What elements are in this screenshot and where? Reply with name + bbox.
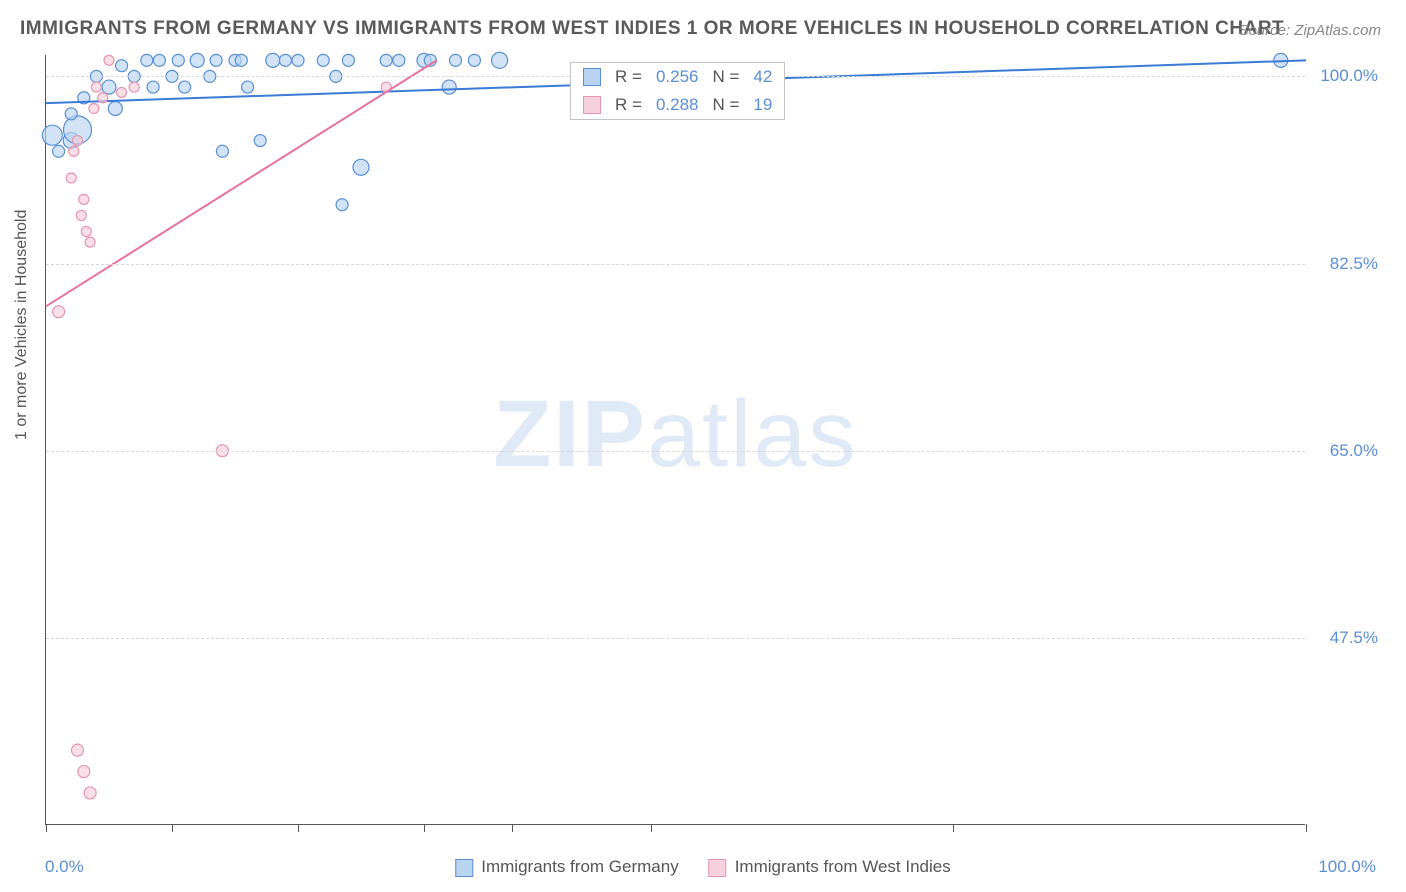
data-point-west-indies bbox=[81, 226, 91, 236]
data-point-west-indies bbox=[76, 210, 86, 220]
data-point-germany bbox=[393, 54, 405, 66]
gridline bbox=[46, 264, 1305, 265]
x-tick bbox=[1306, 824, 1307, 832]
data-point-germany bbox=[353, 159, 369, 175]
legend-item-germany: Immigrants from Germany bbox=[455, 857, 678, 877]
r-label: R = bbox=[615, 67, 642, 87]
n-label: N = bbox=[712, 95, 739, 115]
data-point-west-indies bbox=[84, 787, 96, 799]
legend-swatch-west-indies bbox=[709, 859, 727, 877]
n-value-west-indies: 19 bbox=[753, 95, 772, 115]
chart-title: IMMIGRANTS FROM GERMANY VS IMMIGRANTS FR… bbox=[20, 18, 1284, 40]
plot-area: ZIPatlas bbox=[45, 55, 1305, 825]
data-point-germany bbox=[450, 54, 462, 66]
data-point-germany bbox=[492, 52, 508, 68]
data-point-germany bbox=[179, 81, 191, 93]
gridline bbox=[46, 451, 1305, 452]
y-tick-label: 82.5% bbox=[1330, 254, 1378, 274]
data-point-west-indies bbox=[89, 103, 99, 113]
data-point-germany bbox=[172, 54, 184, 66]
data-point-west-indies bbox=[129, 82, 139, 92]
data-point-germany bbox=[153, 54, 165, 66]
x-min-label: 0.0% bbox=[45, 857, 84, 877]
x-tick bbox=[953, 824, 954, 832]
data-point-west-indies bbox=[53, 306, 65, 318]
data-point-west-indies bbox=[98, 93, 108, 103]
legend-item-west-indies: Immigrants from West Indies bbox=[709, 857, 951, 877]
data-point-germany bbox=[116, 60, 128, 72]
corr-swatch-germany bbox=[583, 68, 601, 86]
data-point-west-indies bbox=[85, 237, 95, 247]
x-tick bbox=[651, 824, 652, 832]
data-point-germany bbox=[53, 145, 65, 157]
data-point-germany bbox=[147, 81, 159, 93]
data-point-west-indies bbox=[78, 766, 90, 778]
data-point-germany bbox=[292, 54, 304, 66]
data-point-germany bbox=[42, 125, 62, 145]
data-point-germany bbox=[65, 108, 77, 120]
data-point-west-indies bbox=[79, 194, 89, 204]
chart-svg bbox=[46, 55, 1306, 825]
data-point-germany bbox=[235, 54, 247, 66]
corr-row-germany: R = 0.256 N = 42 bbox=[571, 63, 784, 91]
x-max-label: 100.0% bbox=[1318, 857, 1376, 877]
data-point-west-indies bbox=[66, 173, 76, 183]
n-label: N = bbox=[712, 67, 739, 87]
source-label: Source: ZipAtlas.com bbox=[1238, 22, 1381, 39]
y-tick-label: 65.0% bbox=[1330, 441, 1378, 461]
data-point-germany bbox=[279, 54, 291, 66]
data-point-germany bbox=[141, 54, 153, 66]
y-tick-label: 47.5% bbox=[1330, 628, 1378, 648]
data-point-germany bbox=[102, 80, 116, 94]
data-point-germany bbox=[342, 54, 354, 66]
legend-label-germany: Immigrants from Germany bbox=[481, 857, 678, 876]
corr-row-west-indies: R = 0.288 N = 19 bbox=[571, 91, 784, 119]
legend-label-west-indies: Immigrants from West Indies bbox=[735, 857, 951, 876]
data-point-germany bbox=[216, 145, 228, 157]
data-point-germany bbox=[190, 53, 204, 67]
x-tick bbox=[298, 824, 299, 832]
data-point-germany bbox=[108, 101, 122, 115]
x-tick bbox=[424, 824, 425, 832]
data-point-germany bbox=[442, 80, 456, 94]
x-tick bbox=[172, 824, 173, 832]
y-axis-label: 1 or more Vehicles in Household bbox=[13, 210, 31, 440]
r-label: R = bbox=[615, 95, 642, 115]
data-point-west-indies bbox=[73, 136, 83, 146]
data-point-germany bbox=[380, 54, 392, 66]
r-value-west-indies: 0.288 bbox=[656, 95, 699, 115]
n-value-germany: 42 bbox=[753, 67, 772, 87]
legend-swatch-germany bbox=[455, 859, 473, 877]
data-point-germany bbox=[266, 53, 280, 67]
data-point-west-indies bbox=[69, 146, 79, 156]
data-point-germany bbox=[336, 199, 348, 211]
data-point-germany bbox=[242, 81, 254, 93]
corr-swatch-west-indies bbox=[583, 96, 601, 114]
data-point-west-indies bbox=[117, 87, 127, 97]
x-tick bbox=[46, 824, 47, 832]
data-point-west-indies bbox=[91, 82, 101, 92]
correlation-legend: R = 0.256 N = 42 R = 0.288 N = 19 bbox=[570, 62, 785, 120]
data-point-west-indies bbox=[72, 744, 84, 756]
data-point-germany bbox=[317, 54, 329, 66]
gridline bbox=[46, 638, 1305, 639]
data-point-west-indies bbox=[104, 55, 114, 65]
data-point-germany bbox=[254, 135, 266, 147]
data-point-germany bbox=[468, 54, 480, 66]
x-tick bbox=[512, 824, 513, 832]
bottom-legend: Immigrants from Germany Immigrants from W… bbox=[455, 857, 950, 877]
data-point-germany bbox=[210, 54, 222, 66]
r-value-germany: 0.256 bbox=[656, 67, 699, 87]
y-tick-label: 100.0% bbox=[1320, 66, 1378, 86]
